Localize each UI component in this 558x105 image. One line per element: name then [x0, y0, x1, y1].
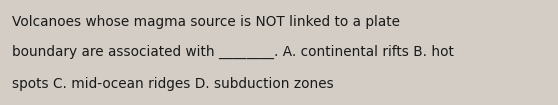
Text: boundary are associated with ________. A. continental rifts B. hot: boundary are associated with ________. A…: [12, 45, 454, 59]
Text: Volcanoes whose magma source is NOT linked to a plate: Volcanoes whose magma source is NOT link…: [12, 15, 400, 29]
Text: spots C. mid-ocean ridges D. subduction zones: spots C. mid-ocean ridges D. subduction …: [12, 77, 334, 91]
